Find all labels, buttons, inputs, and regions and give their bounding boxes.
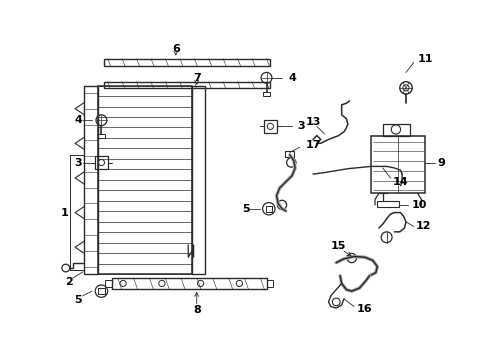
Bar bbox=[95, 156, 107, 169]
Text: 4: 4 bbox=[287, 73, 295, 83]
Text: 11: 11 bbox=[417, 54, 432, 64]
Bar bbox=[382, 124, 409, 136]
Text: 12: 12 bbox=[415, 221, 431, 231]
Bar bbox=[285, 151, 294, 157]
Text: 2: 2 bbox=[65, 277, 73, 287]
Text: 3: 3 bbox=[74, 158, 82, 167]
Text: 7: 7 bbox=[192, 73, 200, 83]
Bar bbox=[264, 120, 276, 132]
Bar bbox=[98, 86, 192, 274]
Bar bbox=[103, 59, 270, 66]
Text: 14: 14 bbox=[392, 177, 407, 187]
Bar bbox=[103, 82, 270, 88]
Text: 17: 17 bbox=[305, 140, 320, 150]
Text: 9: 9 bbox=[437, 158, 445, 167]
Text: 5: 5 bbox=[74, 294, 82, 305]
Text: 5: 5 bbox=[241, 204, 249, 214]
Text: 15: 15 bbox=[330, 241, 346, 251]
Text: 8: 8 bbox=[192, 305, 200, 315]
Text: 4: 4 bbox=[74, 115, 82, 125]
Bar bbox=[84, 86, 98, 274]
Text: 13: 13 bbox=[305, 117, 320, 127]
Bar bbox=[111, 278, 266, 289]
Bar bbox=[105, 280, 111, 287]
Text: 6: 6 bbox=[172, 44, 180, 54]
Bar bbox=[266, 280, 272, 287]
Text: 1: 1 bbox=[61, 208, 69, 217]
Bar bbox=[192, 86, 204, 274]
Bar bbox=[98, 134, 104, 138]
Text: 16: 16 bbox=[356, 304, 372, 314]
Bar bbox=[263, 92, 269, 95]
Bar bbox=[377, 201, 398, 207]
Bar bbox=[370, 136, 425, 193]
Text: 10: 10 bbox=[410, 200, 426, 210]
Text: 3: 3 bbox=[297, 121, 305, 131]
